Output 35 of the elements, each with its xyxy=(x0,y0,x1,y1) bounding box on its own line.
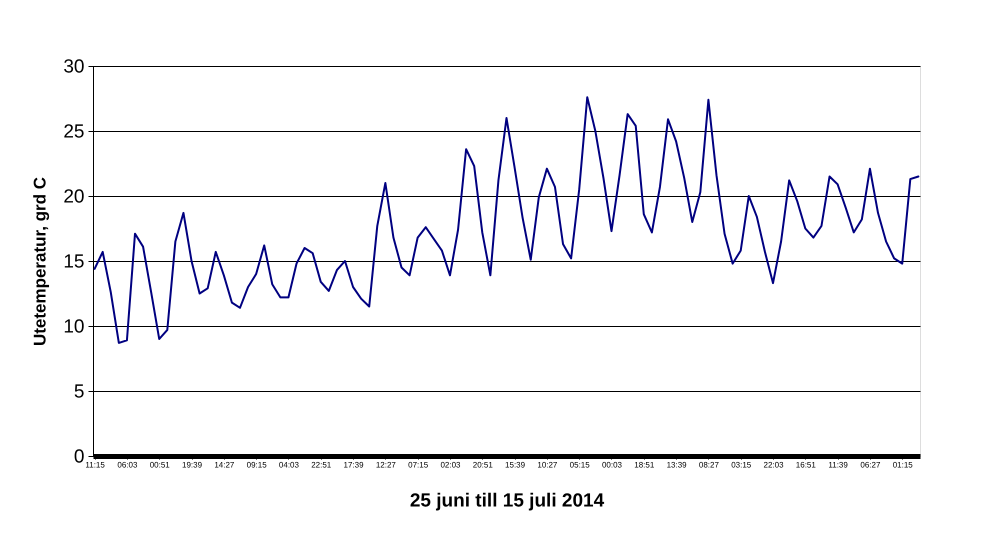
x-tick-label: 19:39 xyxy=(182,460,203,470)
y-tick-label: 15 xyxy=(63,252,84,272)
y-tick-label: 5 xyxy=(74,382,84,402)
x-tick-label: 04:03 xyxy=(278,460,300,470)
x-tick-label: 14:27 xyxy=(214,460,235,470)
x-tick-label: 13:39 xyxy=(666,460,688,470)
x-tick-label: 12:27 xyxy=(376,460,396,470)
x-tick-label: 22:03 xyxy=(764,460,784,470)
x-tick-label: 15:39 xyxy=(505,460,526,470)
y-tick-label: 25 xyxy=(63,122,84,142)
x-tick-label: 01:15 xyxy=(892,460,914,470)
y-tick-label: 30 xyxy=(63,56,84,78)
x-tick-label: 18:51 xyxy=(634,460,655,470)
x-tick-label: 11:15 xyxy=(85,460,106,470)
x-tick-label: 06:03 xyxy=(117,460,138,470)
y-axis-title: Utetemperatur, grd C xyxy=(30,176,50,346)
x-tick-label: 07:15 xyxy=(408,460,429,470)
x-tick-label: 05:15 xyxy=(570,460,590,470)
x-tick-label: 22:51 xyxy=(311,460,332,470)
x-tick-label: 16:51 xyxy=(796,460,816,470)
x-tick-label: 11:39 xyxy=(828,460,848,470)
x-tick-label: 20:51 xyxy=(472,460,494,470)
x-tick-label: 00:51 xyxy=(150,460,170,470)
x-tick-label: 09:15 xyxy=(246,460,268,470)
y-tick-label: 10 xyxy=(63,316,84,338)
x-tick-label: 00:03 xyxy=(602,460,623,470)
y-tick-label: 20 xyxy=(63,186,84,208)
y-tick-label: 0 xyxy=(74,446,84,468)
x-tick-label: 02:03 xyxy=(440,460,462,470)
x-axis-title: 25 juni till 15 juli 2014 xyxy=(410,490,605,512)
x-tick-label: 17:39 xyxy=(344,460,364,470)
x-tick-label: 10:27 xyxy=(537,460,558,470)
x-tick-label: 06:27 xyxy=(860,460,881,470)
x-tick-label: 08:27 xyxy=(698,460,720,470)
x-tick-label: 03:15 xyxy=(731,460,752,470)
